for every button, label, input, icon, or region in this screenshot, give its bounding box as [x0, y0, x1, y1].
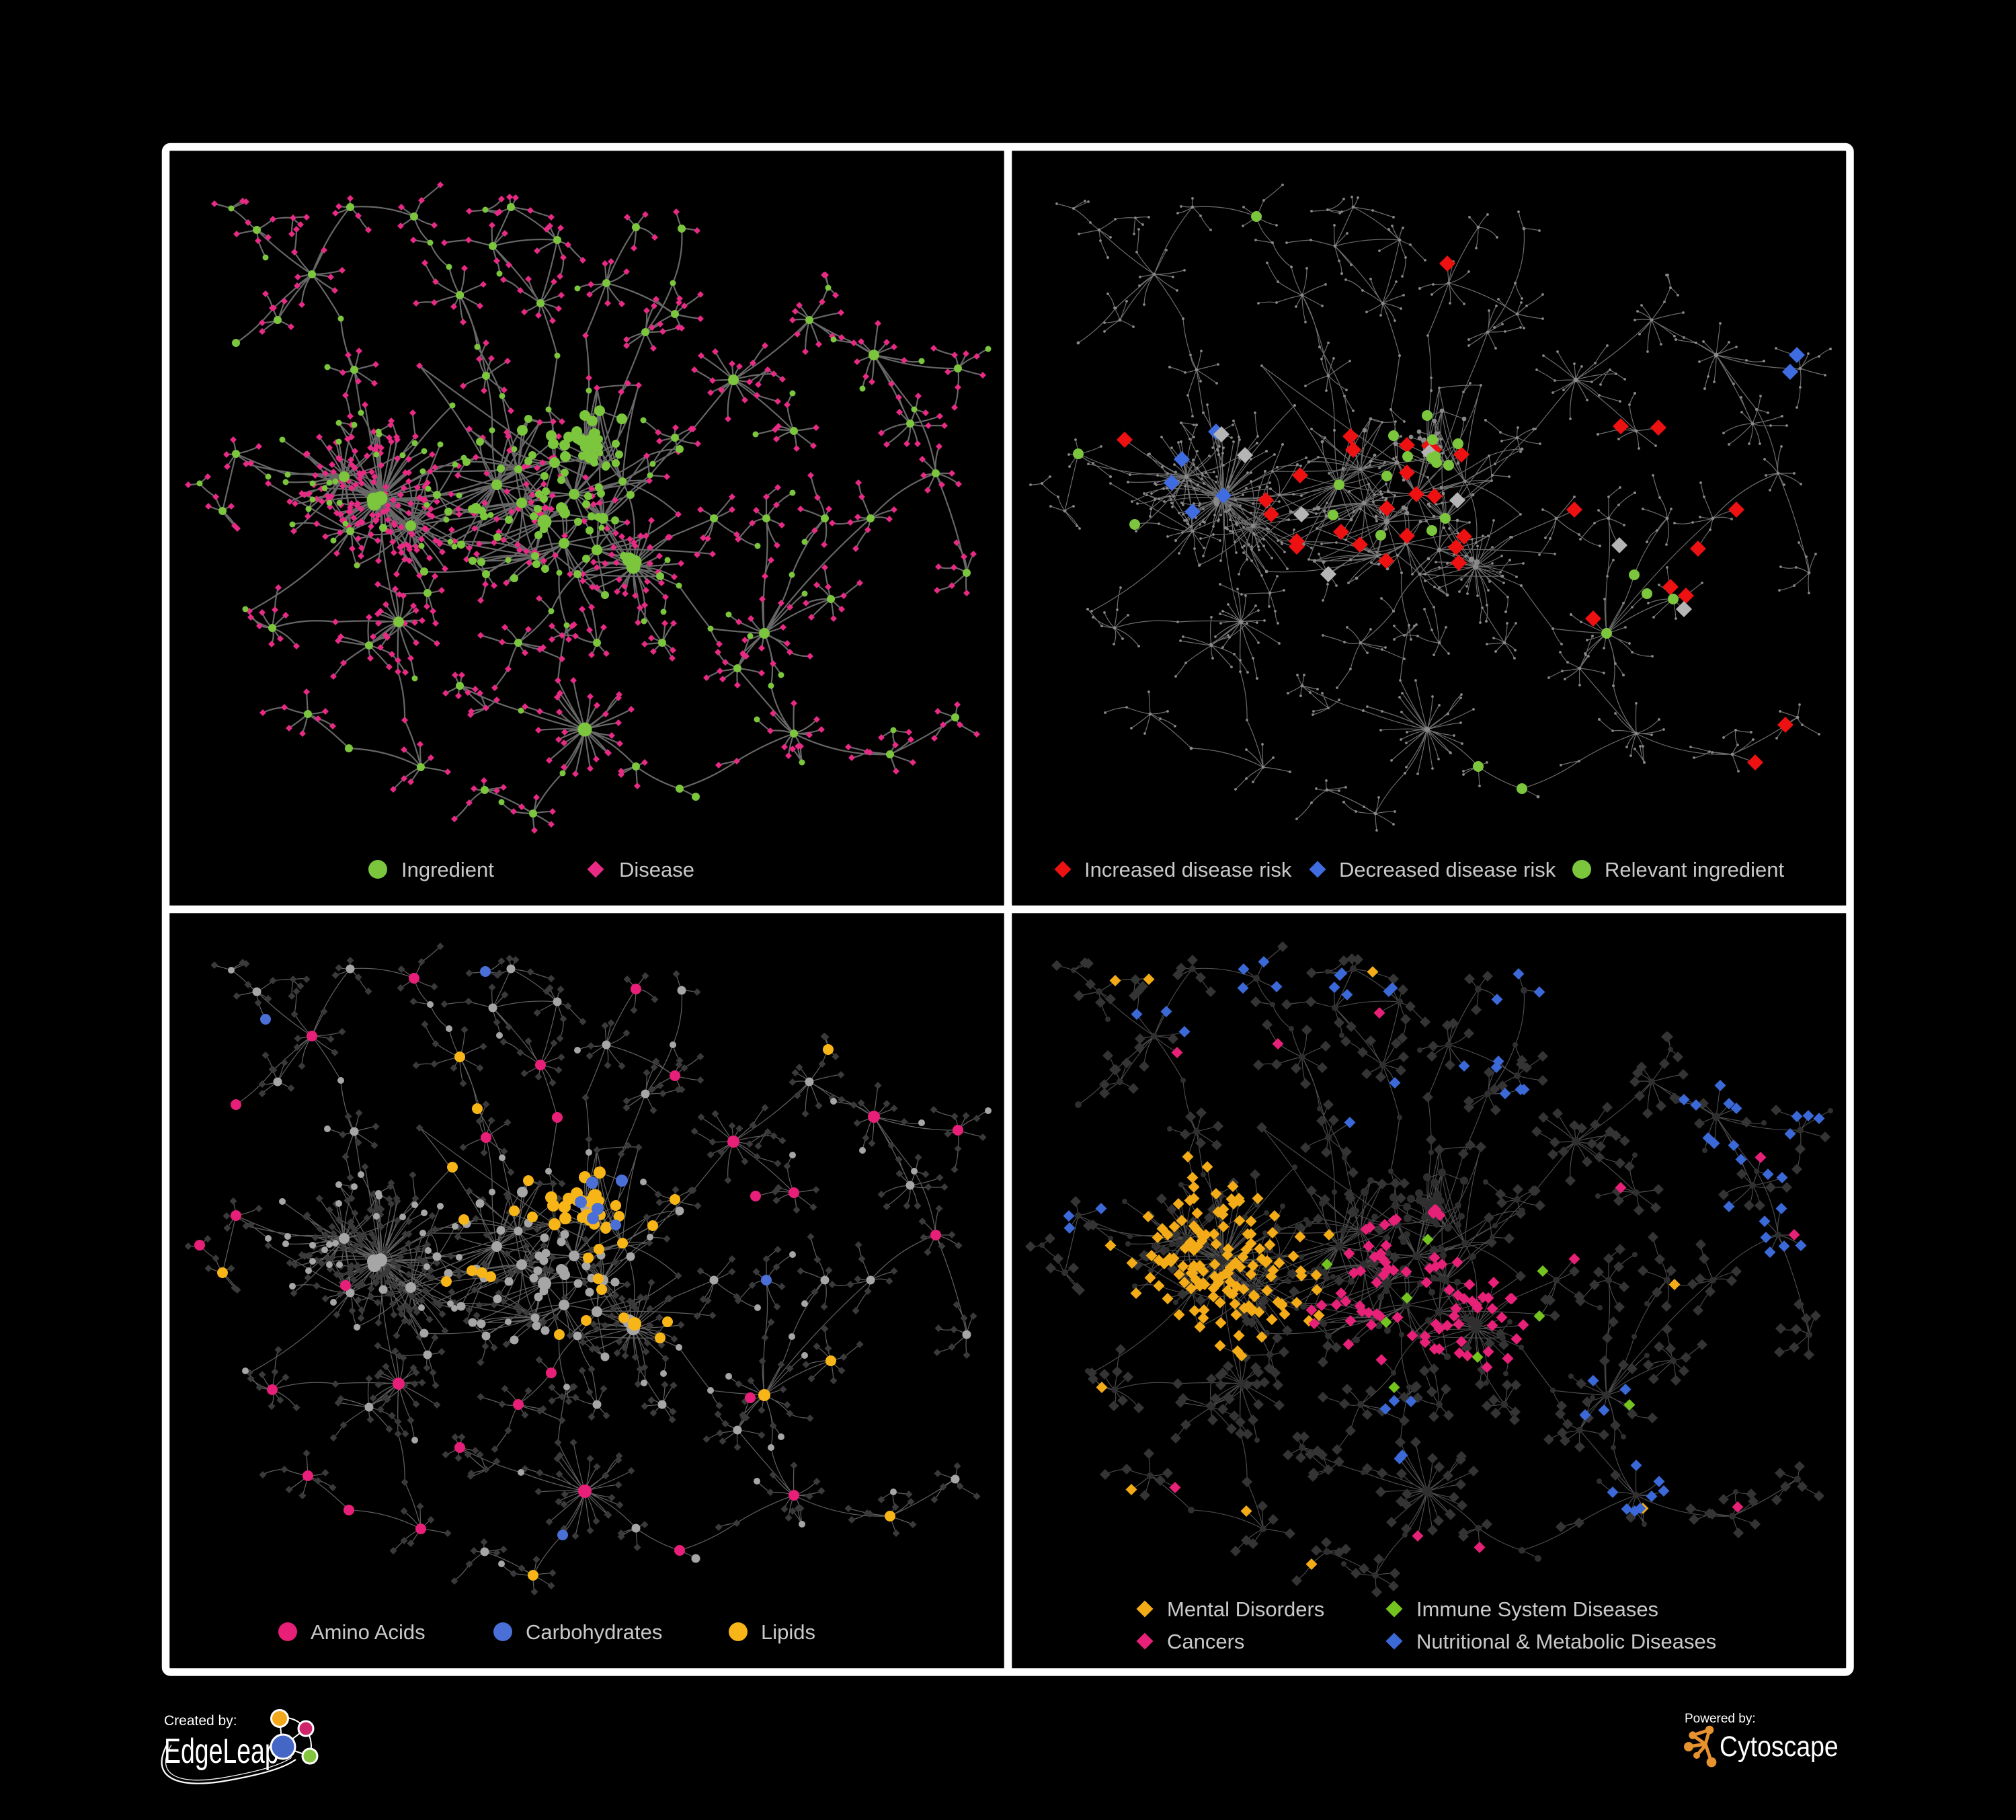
svg-text:Cancers: Cancers: [1167, 1630, 1244, 1653]
svg-text:Ingredient: Ingredient: [401, 858, 494, 881]
svg-text:Carbohydrates: Carbohydrates: [526, 1620, 662, 1644]
svg-text:Mental Disorders: Mental Disorders: [1167, 1597, 1324, 1621]
svg-text:Disease: Disease: [619, 858, 694, 881]
svg-text:EdgeLeap: EdgeLeap: [164, 1731, 279, 1771]
svg-text:Amino Acids: Amino Acids: [311, 1620, 426, 1644]
svg-text:Created by:: Created by:: [164, 1713, 237, 1729]
svg-text:Powered by:: Powered by:: [1685, 1712, 1756, 1726]
svg-text:Immune System Diseases: Immune System Diseases: [1416, 1597, 1658, 1621]
svg-text:Increased disease risk: Increased disease risk: [1084, 858, 1292, 881]
svg-text:Relevant ingredient: Relevant ingredient: [1605, 858, 1785, 881]
svg-text:Lipids: Lipids: [761, 1620, 815, 1644]
svg-text:Nutritional & Metabolic Diseas: Nutritional & Metabolic Diseases: [1416, 1630, 1716, 1653]
svg-text:Decreased disease risk: Decreased disease risk: [1339, 858, 1556, 881]
svg-text:Cytoscape: Cytoscape: [1720, 1731, 1839, 1763]
